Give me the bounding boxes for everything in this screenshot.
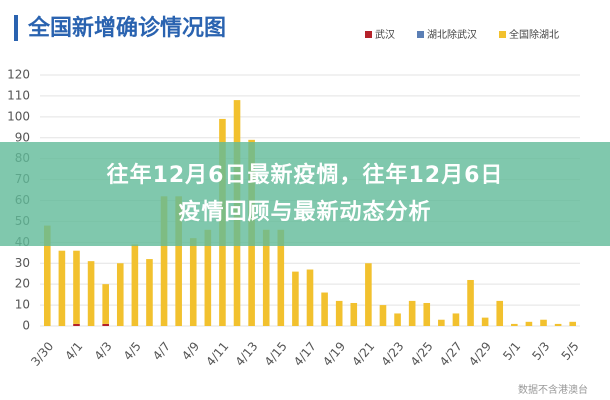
bar: [116, 263, 124, 326]
bar: [438, 319, 445, 326]
overlay-line: 往年12月6日最新疫惆，往年12月6日: [106, 163, 504, 188]
bar: [452, 313, 460, 326]
bar: [423, 302, 431, 326]
y-tick-label: 20: [15, 277, 30, 291]
x-tick-label: 4/13: [233, 339, 261, 369]
x-tick-label: 5/3: [529, 339, 552, 363]
overlay-banner: 往年12月6日最新疫惆，往年12月6日 疫情回顾与最新动态分析: [0, 142, 610, 246]
bar: [365, 263, 372, 326]
bar: [321, 292, 328, 326]
bar: [481, 317, 489, 326]
legend-label: 湖北除武汉: [427, 28, 477, 41]
x-tick-label: 4/3: [92, 339, 115, 363]
bar: [511, 323, 518, 326]
chart-title: 全国新增确诊情况图: [27, 15, 226, 41]
x-tick-label: 4/15: [262, 339, 290, 369]
x-tick-label: 4/29: [466, 339, 494, 369]
bar: [569, 321, 577, 326]
bar: [379, 305, 387, 326]
bar: [262, 229, 270, 326]
x-tick-label: 4/9: [179, 339, 202, 363]
x-tick-label: 4/25: [408, 339, 436, 369]
bar: [394, 313, 401, 326]
bar: [540, 319, 547, 326]
bar: [467, 279, 474, 326]
x-tick-label: 4/23: [378, 339, 406, 369]
bar: [87, 261, 95, 326]
x-tick-label: 4/27: [437, 339, 465, 369]
y-tick-label: 120: [7, 68, 30, 82]
bar: [58, 250, 66, 326]
x-tick-label: 4/5: [121, 339, 144, 363]
source-note: 数据不含港澳台: [518, 383, 588, 396]
y-tick-label: 10: [15, 298, 30, 312]
y-tick-label: 30: [15, 256, 30, 270]
x-tick-label: 4/7: [150, 339, 173, 363]
bar: [277, 229, 285, 326]
bar: [306, 269, 314, 326]
bar: [73, 250, 80, 324]
bar: [292, 271, 299, 326]
title-accent: [14, 15, 18, 41]
bar: [525, 321, 533, 326]
bar: [43, 225, 51, 326]
x-tick-label: 4/21: [349, 339, 377, 369]
y-tick-label: 0: [22, 319, 30, 333]
bar: [335, 300, 343, 326]
bar: [131, 244, 139, 326]
bar: [554, 323, 562, 326]
bar: [73, 323, 80, 326]
y-tick-label: 90: [15, 130, 30, 144]
legend-label: 全国除湖北: [509, 28, 559, 41]
x-tick-label: 4/17: [291, 339, 319, 369]
x-tick-label: 4/1: [62, 339, 85, 363]
bar: [350, 302, 358, 326]
x-tick-label: 5/1: [500, 339, 523, 363]
legend-swatch: [417, 31, 424, 38]
legend-label: 武汉: [375, 28, 395, 41]
y-tick-label: 100: [7, 109, 30, 123]
bar: [408, 300, 416, 326]
x-tick-label: 5/5: [559, 339, 582, 363]
bar: [496, 300, 504, 326]
x-tick-label: 3/30: [28, 339, 56, 369]
bar: [102, 323, 109, 326]
bar: [160, 196, 168, 326]
bar: [175, 196, 182, 326]
bar: [102, 284, 109, 324]
bar: [146, 259, 153, 326]
bar: [189, 238, 197, 326]
x-tick-label: 4/11: [203, 339, 231, 369]
legend-swatch: [365, 31, 372, 38]
bar: [204, 229, 212, 326]
y-tick-label: 110: [7, 88, 30, 102]
legend-swatch: [499, 31, 506, 38]
x-tick-label: 4/19: [320, 339, 348, 369]
overlay-line: 疫情回顾与最新动态分析: [178, 200, 432, 225]
